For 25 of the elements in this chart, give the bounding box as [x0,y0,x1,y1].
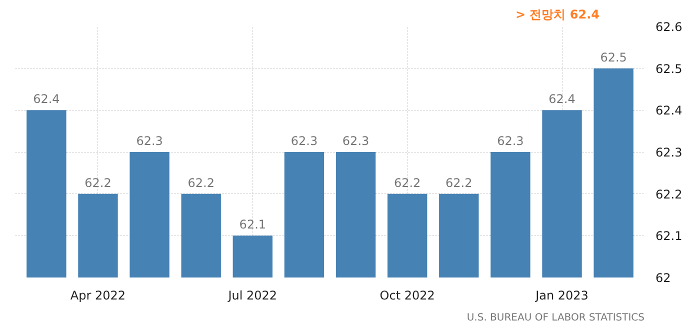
data-label: 62.3 [136,134,163,148]
x-tick-label: Oct 2022 [380,288,435,302]
data-label: 62.2 [394,176,421,190]
y-tick-label: 62.6 [656,20,682,34]
x-tick-label: Jul 2022 [227,288,278,302]
y-tick-label: 62 [656,271,671,285]
x-tick-label: Jan 2023 [534,288,588,302]
data-label: 62.5 [600,50,627,64]
y-tick-label: 62.3 [656,146,682,160]
y-tick-label: 62.2 [656,187,682,202]
text: U.S. BUREAU OF LABOR STATISTICS [466,312,645,324]
data-label: 62.4 [548,92,576,106]
data-label: 62.2 [84,176,112,190]
data-label: 62.3 [497,134,524,148]
y-tick-label: 62.5 [656,62,682,76]
y-tick-label: 62.1 [656,229,682,244]
text: > 전망치 62.4 [515,8,600,22]
data-label: 62.1 [239,218,266,232]
x-tick-label: Apr 2022 [70,288,126,302]
data-label: 62.3 [342,134,370,148]
data-label: 62.3 [290,134,318,148]
y-tick-label: 62.4 [656,104,682,118]
data-label: 62.4 [33,92,60,106]
data-label: 62.2 [446,176,472,190]
data-label: 62.2 [188,176,214,190]
